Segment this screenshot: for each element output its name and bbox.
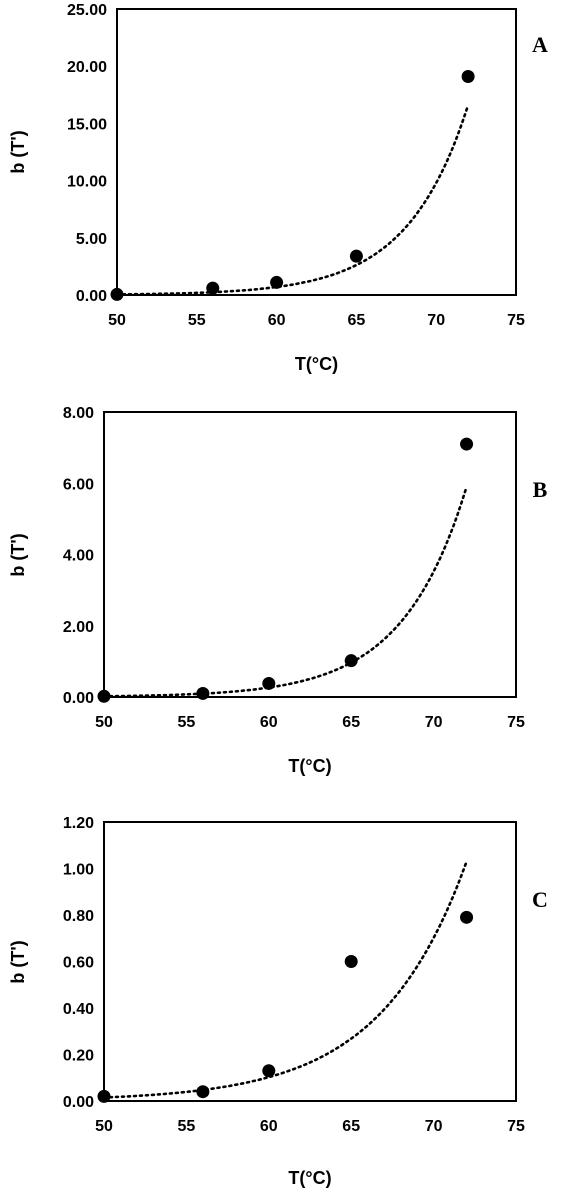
y-tick-label: 1.00: [63, 862, 94, 879]
plot-frame: [116, 8, 517, 296]
data-point: [262, 1064, 276, 1078]
y-axis-label: b (T'): [8, 940, 28, 983]
plot-frame: [103, 411, 517, 698]
x-tick-label: 70: [427, 312, 445, 329]
x-tick-label: 60: [260, 714, 278, 731]
chart-panel-c: 50 55 60 65 70 75 0.00 0.20 0.40 0.60 0.80 1.00 1.20…: [8, 815, 548, 1188]
y-tick-label: 2.00: [63, 619, 94, 636]
x-tick-label: 50: [95, 714, 113, 731]
x-tick-label: 75: [507, 1118, 525, 1135]
data-point: [460, 910, 474, 924]
trendline: [102, 485, 468, 698]
y-tick-label: 0.40: [63, 1001, 94, 1018]
x-tick-label: 50: [108, 312, 126, 329]
x-tick-label: 60: [268, 312, 286, 329]
data-point: [262, 676, 276, 690]
chart-panel-b: 50 55 60 65 70 75 0.00 2.00 4.00 6.00 8.00 T(°C) b (…: [8, 405, 548, 776]
y-tick-label: 0.60: [63, 955, 94, 972]
x-axis-label: T(°C): [288, 1168, 331, 1188]
data-point: [349, 249, 363, 263]
data-point: [196, 686, 210, 700]
data-point: [110, 287, 124, 301]
chart-panel-a: 50 55 60 65 70 75 0.00 5.00 10.00 15.00 20.00 25.00…: [8, 2, 548, 374]
y-axis-label: b (T'): [8, 533, 28, 576]
x-tick-label: 55: [188, 312, 206, 329]
data-point: [97, 689, 111, 703]
y-tick-label: 25.00: [67, 2, 107, 19]
x-tick-label: 70: [425, 714, 443, 731]
trendline: [102, 860, 468, 1099]
data-point: [270, 275, 284, 289]
x-axis-label: T(°C): [295, 354, 338, 374]
trendline: [115, 103, 470, 296]
plot-frame: [103, 821, 517, 1102]
y-tick-label: 15.00: [67, 116, 107, 133]
y-axis-label: b (T'): [8, 130, 28, 173]
data-point: [196, 1085, 210, 1099]
data-point: [460, 437, 474, 451]
y-tick-label: 20.00: [67, 59, 107, 76]
panel-label: C: [532, 887, 548, 912]
y-tick-label: 0.00: [63, 1094, 94, 1111]
x-tick-label: 70: [425, 1118, 443, 1135]
x-tick-label: 55: [178, 1118, 196, 1135]
y-tick-label: 4.00: [63, 548, 94, 565]
y-tick-label: 0.80: [63, 908, 94, 925]
x-tick-label: 65: [348, 312, 366, 329]
x-axis-label: T(°C): [288, 756, 331, 776]
x-tick-label: 75: [507, 714, 525, 731]
panel-label: B: [533, 477, 548, 502]
y-tick-label: 10.00: [67, 174, 107, 191]
x-tick-label: 65: [342, 714, 360, 731]
y-tick-label: 0.00: [76, 288, 107, 305]
x-tick-label: 50: [95, 1118, 113, 1135]
y-tick-label: 5.00: [76, 231, 107, 248]
data-point: [461, 69, 475, 83]
y-tick-label: 6.00: [63, 476, 94, 493]
y-tick-label: 8.00: [63, 405, 94, 422]
y-tick-label: 0.00: [63, 690, 94, 707]
panel-label: A: [532, 32, 548, 57]
data-point: [206, 281, 220, 295]
x-tick-label: 75: [507, 312, 525, 329]
x-tick-label: 55: [178, 714, 196, 731]
data-point: [97, 1089, 111, 1103]
x-tick-label: 65: [342, 1118, 360, 1135]
y-tick-label: 0.20: [63, 1048, 94, 1065]
data-point: [344, 955, 358, 968]
data-point: [344, 654, 358, 668]
y-tick-label: 1.20: [63, 815, 94, 832]
x-tick-label: 60: [260, 1118, 278, 1135]
